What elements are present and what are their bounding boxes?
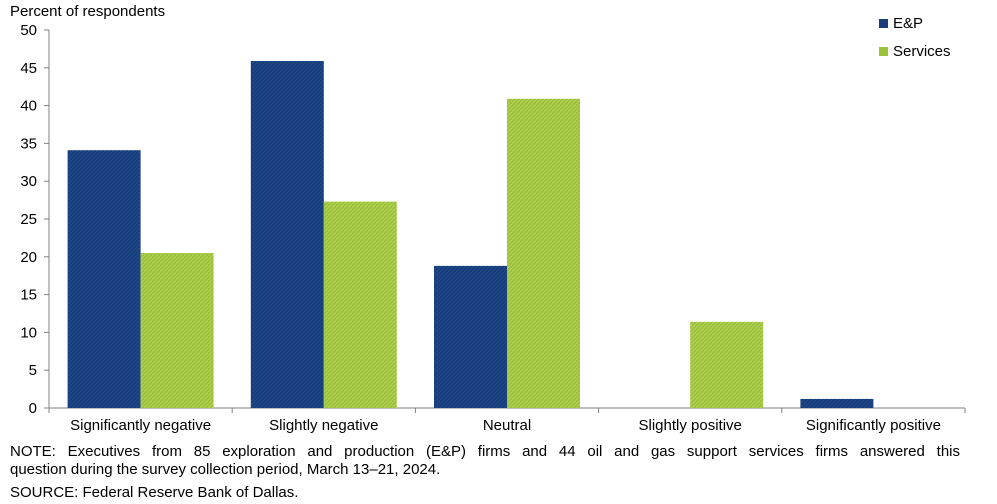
y-tick-label: 0 [29, 400, 37, 417]
y-tick-label: 20 [20, 249, 37, 266]
x-tick-label: Neutral [483, 417, 531, 434]
bars [67, 60, 874, 409]
y-tick-label: 15 [20, 287, 37, 304]
x-axis: Significantly negative Slightly negative N… [48, 407, 966, 434]
bar-ep [800, 398, 874, 408]
legend-swatch [879, 47, 888, 56]
note-line-1: NOTE: Executives from 85 exploration and… [10, 443, 960, 460]
source-note: SOURCE: Federal Reserve Bank of Dallas. [10, 484, 299, 501]
y-axis: 0 5 10 15 20 25 30 35 40 45 50 [20, 22, 50, 417]
x-tick-label: Significantly positive [806, 417, 941, 434]
bar-ep [250, 60, 324, 408]
bar-services [507, 98, 580, 409]
y-tick-label: 5 [29, 362, 37, 379]
y-tick-label: 10 [20, 324, 37, 341]
bar-services [323, 201, 397, 408]
bar-services [140, 253, 214, 408]
bar-services [690, 321, 764, 408]
x-tick-label: Slightly positive [639, 417, 742, 434]
bar-ep [67, 150, 141, 409]
legend-swatch [879, 19, 888, 28]
y-tick-label: 40 [20, 98, 37, 115]
y-axis-title: Percent of respondents [10, 3, 165, 20]
y-tick-label: 50 [20, 22, 37, 39]
bar-chart: Percent of respondents 0 5 10 15 20 25 30 35 40 4… [10, 3, 966, 434]
y-tick-label: 35 [20, 135, 37, 152]
x-tick-label: Slightly negative [269, 417, 378, 434]
legend: E&P Services [879, 15, 951, 60]
note-line-2: question during the survey collection pe… [10, 461, 441, 478]
y-tick-label: 25 [20, 211, 37, 228]
bar-ep [434, 265, 507, 408]
x-tick-label: Significantly negative [70, 417, 211, 434]
y-tick-label: 30 [20, 173, 37, 190]
y-tick-label: 45 [20, 60, 37, 77]
legend-label: Services [893, 43, 951, 60]
legend-label: E&P [893, 15, 923, 32]
